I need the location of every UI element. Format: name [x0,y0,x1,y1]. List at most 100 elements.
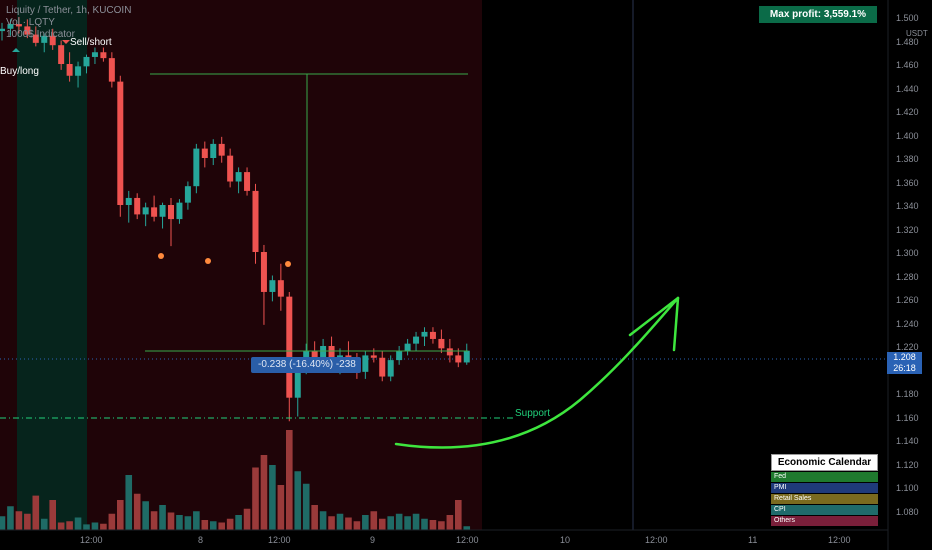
time-tick-label: 12:00 [828,535,851,545]
volume-bar [49,500,56,530]
economic-calendar-item: PMI [771,483,878,493]
volume-bar [260,455,268,530]
volume-bar [302,483,310,530]
price-tick-label: 1.260 [896,295,919,305]
volume-bar [74,517,82,530]
candle-body [413,336,420,344]
volume-bar [150,511,158,530]
candle-body [7,24,14,29]
volume-bar [159,505,166,530]
buy-zone-background [17,0,87,530]
candle-body [201,148,208,158]
volume-bar [24,513,31,530]
candle-body [260,252,267,292]
volume-bar [201,520,209,530]
candle-body [370,355,377,358]
candle-body [235,172,242,182]
candle-body [387,360,394,377]
economic-calendar-item: Others [771,516,878,526]
time-tick-label: 12:00 [80,535,103,545]
price-tick-label: 1.220 [896,342,919,352]
volume-bar [83,524,90,530]
buy-arrow-icon [12,48,20,52]
price-tick-label: 1.080 [896,506,919,517]
signal-marker-icon [285,261,291,267]
last-price-value: 1.208 [893,352,916,362]
price-tick-label: 1.360 [896,177,919,188]
volume-bar [353,521,361,530]
price-tick-label: 1.440 [896,83,919,94]
candle-body [463,350,470,363]
volume-bar [328,516,335,530]
price-tick-label: 1.480 [896,36,919,47]
volume-bar [40,518,48,530]
candle-body [176,202,183,220]
candle-body [244,172,251,191]
volume-bar [345,517,352,530]
candle-body [91,52,98,57]
candle-body [41,35,48,43]
candle-body [117,81,124,205]
bar-countdown: 26:18 [893,363,916,373]
price-range-measure-label[interactable]: -0.238 (-16.40%) -238 [251,357,361,373]
volume-bar [311,505,318,530]
volume-bar [319,511,327,530]
volume-bar [395,513,403,530]
candle-body [83,56,90,67]
candle-body [362,355,369,372]
volume-bar [193,511,200,530]
candle-body [277,280,284,297]
time-tick-label: 12:00 [456,535,479,545]
volume-bar [294,471,302,530]
price-tick-label: 1.140 [896,436,919,446]
time-tick-label: 11 [748,535,758,545]
hand-drawn-trend-curve [394,296,680,449]
candle-body [438,338,445,349]
candle-body [49,35,56,46]
price-tick-label: 1.320 [896,224,919,235]
volume-bar [184,516,192,530]
price-tick-label: 1.400 [896,130,919,141]
economic-calendar-legend: Economic Calendar Fed PMI Retail Sales CPI O… [771,454,878,526]
volume-bar [108,513,116,530]
price-tick-label: 1.280 [896,271,919,282]
price-tick-label: 1.300 [896,248,919,258]
volume-bar [243,508,251,530]
volume-bar [209,521,217,530]
time-tick-label: 12:00 [645,535,668,545]
candle-body [58,45,65,64]
candle-body [218,143,225,156]
candle-body [15,24,22,27]
volume-bar [463,526,471,530]
sell-zone-background [87,0,482,530]
price-tick-label: 1.340 [896,201,919,211]
candle-body [32,34,39,43]
volume-bar [133,493,141,530]
volume-bar [142,501,149,530]
price-tick-label: 1.380 [896,154,919,164]
volume-bar [57,522,65,530]
volume-bar [0,516,6,530]
last-price-badge: 1.208 26:18 [887,352,922,374]
volume-legend[interactable]: Vol · LQTY [6,17,55,28]
volume-bar [91,522,99,530]
symbol-title[interactable]: Liquity / Tether, 1h, KUCOIN [6,5,132,16]
chart-legend: Liquity / Tether, 1h, KUCOIN Vol · LQTY … [6,5,131,41]
volume-bar [66,521,73,530]
candle-body [396,350,403,361]
candle-body [446,348,453,356]
time-tick-label: 10 [560,535,571,545]
price-tick-label: 1.240 [896,318,919,329]
volume-bar [15,511,23,530]
economic-calendar-title: Economic Calendar [771,454,878,471]
candle-body [379,357,386,377]
candle-body [429,331,436,339]
candle-body [311,350,318,363]
volume-bar [336,513,344,530]
volume-bar [100,523,107,530]
volume-bar [252,467,259,530]
volume-bar [362,515,369,530]
indicator-legend[interactable]: 1000$ Indicator [6,29,75,40]
